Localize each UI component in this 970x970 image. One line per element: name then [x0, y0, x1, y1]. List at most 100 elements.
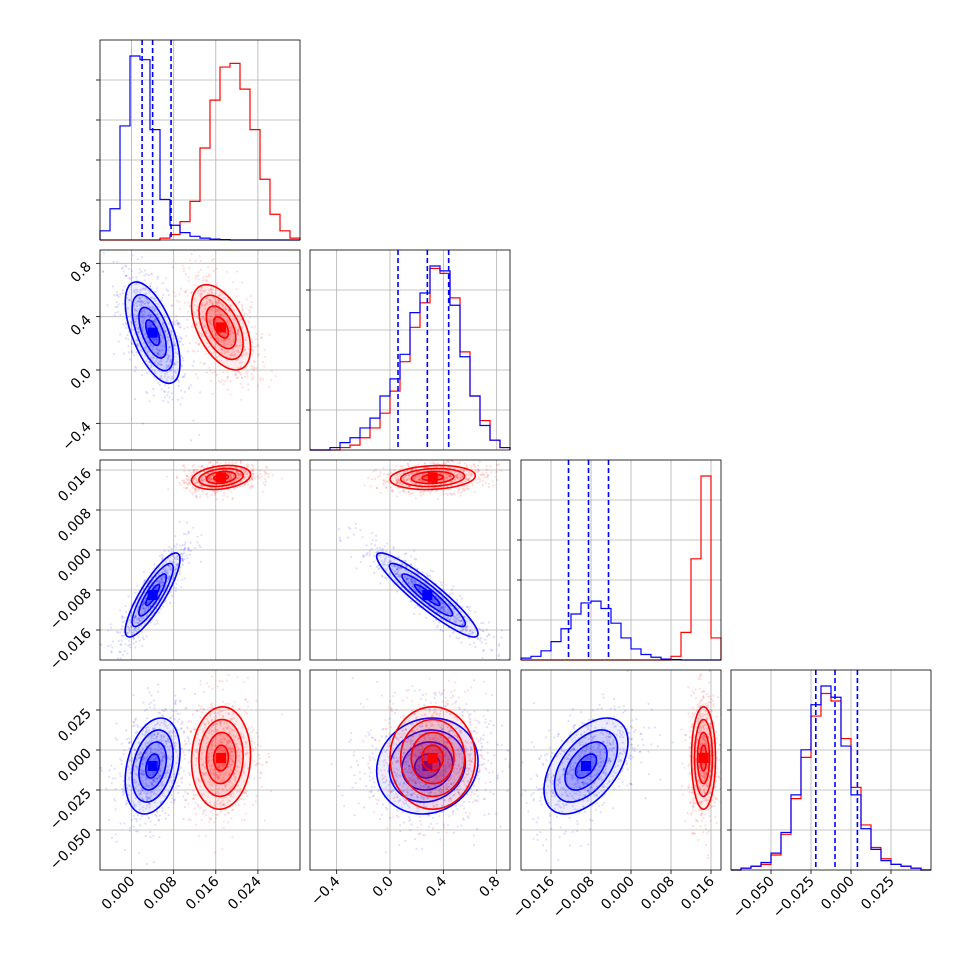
red-sample-point — [251, 477, 254, 480]
red-sample-point — [191, 464, 195, 468]
blue-sample-point — [108, 672, 110, 674]
red-sample-point — [198, 342, 201, 345]
red-sample-point — [225, 318, 228, 321]
red-sample-point — [178, 481, 181, 484]
red-sample-point — [415, 471, 418, 474]
blue-sample-point — [175, 587, 178, 590]
blue-sample-point — [165, 740, 168, 743]
blue-sample-point — [147, 301, 151, 304]
red-sample-point — [195, 495, 198, 499]
red-sample-point — [462, 470, 465, 473]
red-sample-point — [221, 314, 225, 317]
blue-sample-point — [141, 806, 144, 809]
blue-sample-point — [160, 721, 163, 724]
red-sample-point — [451, 480, 454, 484]
red-sample-point — [214, 334, 217, 337]
blue-sample-point — [168, 365, 171, 368]
blue-sample-point — [169, 569, 172, 572]
red-sample-point — [186, 483, 189, 486]
red-sample-point — [229, 393, 232, 396]
red-sample-point — [467, 484, 470, 487]
blue-sample-point — [172, 586, 176, 590]
red-sample-point — [229, 304, 232, 307]
red-sample-point — [207, 288, 210, 291]
blue-sample-point — [165, 371, 169, 374]
blue-sample-point — [465, 625, 469, 628]
blue-sample-point — [161, 709, 164, 712]
blue-sample-point — [128, 784, 131, 787]
red-sample-point — [465, 464, 468, 467]
red-sample-point — [226, 472, 229, 475]
blue-sample-point — [141, 605, 144, 608]
blue-sample-point — [471, 631, 474, 634]
blue-sample-point — [152, 337, 155, 340]
blue-sample-point — [438, 608, 441, 611]
blue-sample-point — [368, 549, 372, 552]
red-sample-point — [239, 340, 242, 344]
red-sample-point — [250, 478, 253, 481]
blue-sample-point — [158, 814, 161, 817]
red-sample-point — [229, 325, 233, 329]
blue-sample-point — [123, 822, 126, 825]
red-sample-point — [220, 348, 224, 351]
blue-sample-point — [134, 766, 138, 769]
blue-sample-point — [139, 751, 142, 754]
red-sample-point — [213, 310, 216, 313]
blue-sample-point — [447, 610, 451, 613]
blue-sample-point — [148, 306, 151, 309]
blue-sample-point — [155, 348, 159, 351]
blue-sample-point — [409, 582, 412, 586]
blue-sample-point — [157, 745, 161, 749]
red-sample-point — [456, 462, 459, 465]
blue-sample-point — [138, 619, 142, 623]
blue-sample-point — [158, 711, 162, 715]
red-sample-point — [250, 482, 253, 485]
blue-sample-point — [403, 575, 407, 579]
blue-sample-point — [384, 559, 387, 562]
red-sample-point — [223, 494, 226, 497]
blue-sample-point — [145, 751, 148, 755]
blue-sample-point — [184, 798, 188, 802]
blue-sample-point — [128, 358, 131, 361]
blue-sample-point — [119, 757, 122, 760]
blue-sample-point — [128, 298, 131, 301]
blue-sample-point — [388, 573, 391, 576]
blue-sample-point — [355, 567, 358, 570]
blue-sample-point — [137, 617, 140, 620]
blue-sample-point — [158, 349, 161, 352]
blue-sample-point — [173, 370, 177, 373]
red-sample-point — [382, 466, 385, 470]
blue-sample-point — [488, 621, 491, 624]
blue-sample-point — [187, 737, 190, 740]
red-sample-point — [192, 493, 195, 496]
red-sample-point — [239, 460, 242, 463]
red-sample-point — [478, 460, 481, 463]
red-sample-point — [220, 348, 223, 351]
blue-sample-point — [181, 558, 184, 561]
blue-sample-point — [159, 328, 162, 331]
red-sample-point — [219, 294, 223, 297]
red-sample-point — [239, 473, 242, 477]
blue-sample-point — [168, 369, 171, 372]
red-sample-point — [236, 314, 239, 317]
red-sample-point — [223, 345, 227, 348]
red-sample-point — [252, 469, 255, 472]
red-sample-point — [209, 322, 212, 325]
blue-sample-point — [159, 769, 162, 772]
blue-sample-point — [432, 620, 435, 623]
red-sample-point — [230, 490, 233, 493]
blue-sample-point — [156, 777, 159, 780]
blue-sample-point — [147, 325, 150, 328]
blue-sample-point — [123, 650, 126, 653]
blue-sample-point — [172, 741, 176, 745]
blue-sample-point — [405, 552, 408, 555]
red-sample-point — [223, 307, 226, 310]
red-sample-point — [228, 461, 231, 464]
red-sample-point — [236, 376, 239, 379]
blue-sample-point — [152, 356, 155, 359]
blue-density-peak — [147, 327, 158, 338]
red-sample-point — [207, 483, 210, 486]
red-sample-point — [445, 476, 448, 480]
blue-sample-point — [133, 748, 136, 751]
blue-sample-point — [124, 321, 128, 325]
